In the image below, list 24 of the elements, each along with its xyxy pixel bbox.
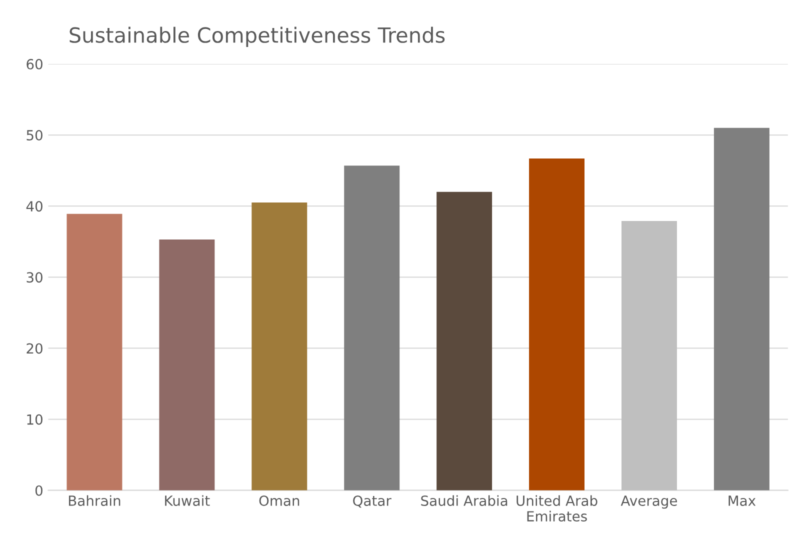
- y-tick-label: 10: [27, 414, 42, 425]
- bar: [344, 166, 400, 490]
- bar: [529, 158, 585, 490]
- y-tick-label: 50: [26, 130, 42, 140]
- y-tick-label: 0: [35, 485, 42, 496]
- x-tick-label: Max: [728, 496, 756, 506]
- x-tick-label: Average: [620, 496, 678, 509]
- y-tick-label: 60: [26, 58, 42, 70]
- x-tick-label: Kuwait: [165, 495, 210, 506]
- x-tick-label: Bahrain: [68, 495, 120, 506]
- bar: [66, 214, 122, 490]
- x-tick-label: Oman: [259, 495, 300, 506]
- bar: [714, 128, 770, 490]
- y-tick-label: 20: [26, 343, 42, 354]
- y-tick-label: 30: [26, 272, 42, 283]
- bar: [252, 202, 308, 490]
- y-tick-label: 40: [26, 201, 42, 212]
- x-tick-label: Qatar: [353, 495, 392, 508]
- x-tick-label: Saudi Arabia: [421, 495, 508, 506]
- bar: [436, 192, 492, 490]
- bar: [159, 239, 215, 490]
- bar: [621, 221, 677, 490]
- chart-title: Sustainable Competitiveness Trends: [70, 26, 445, 47]
- x-tick-label: United Arab Emirates: [516, 495, 598, 522]
